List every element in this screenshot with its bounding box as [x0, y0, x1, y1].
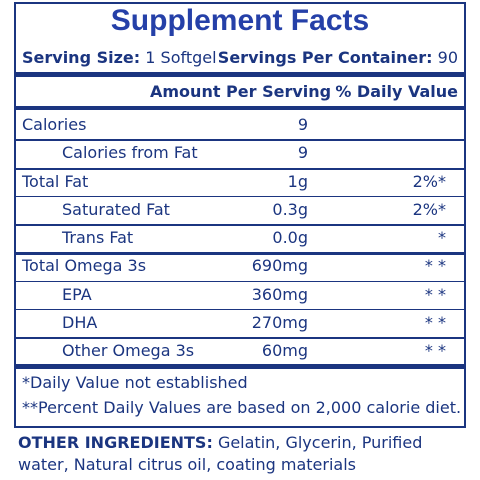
amount: 0.0g: [272, 228, 308, 247]
divider: [16, 72, 464, 77]
ingredients-text: Gelatin, Glycerin, Purified water, Natur…: [18, 433, 423, 474]
daily-value: * *: [424, 312, 446, 332]
ingredients: OTHER INGREDIENTS: Gelatin, Glycerin, Pu…: [18, 432, 468, 476]
daily-value: *: [438, 228, 446, 247]
servings-value: 90: [437, 48, 458, 67]
nutrient-name: Saturated Fat: [62, 199, 170, 219]
amount: 270mg: [251, 312, 308, 332]
ingredients-label: OTHER INGREDIENTS:: [18, 433, 213, 452]
nutrient-name: Trans Fat: [62, 228, 134, 247]
servings-per-container: Servings Per Container: 90: [218, 48, 458, 68]
servings-label: Servings Per Container:: [217, 48, 433, 67]
amount: 1g: [287, 171, 308, 191]
footnote: *Daily Value not established: [22, 373, 248, 392]
divider: [16, 106, 464, 110]
nutrient-name: DHA: [62, 312, 98, 332]
title: Supplement Facts: [110, 4, 370, 37]
amount: 9: [297, 115, 308, 134]
row-line: [16, 195, 464, 198]
row-line: [16, 252, 464, 255]
daily-value: 2%*: [412, 171, 446, 191]
amount: 0.3g: [272, 199, 308, 219]
daily-value: * *: [424, 284, 446, 304]
row-line: [16, 280, 464, 282]
nutrient-name: Total Omega 3s: [22, 256, 147, 276]
amount: 60mg: [261, 341, 308, 360]
nutrient-name: Calories from Fat: [62, 143, 198, 163]
serving-size-label: Serving Size:: [22, 48, 141, 67]
row-line: [16, 139, 464, 141]
divider: [16, 364, 464, 369]
amount: 360mg: [251, 284, 308, 304]
footnote: **Percent Daily Values are based on 2,00…: [22, 398, 462, 417]
nutrient-name: Total Fat: [22, 171, 89, 191]
nutrient-name: EPA: [62, 284, 92, 304]
nutrient-name: Calories: [22, 115, 87, 134]
amount: 690mg: [251, 256, 308, 276]
serving-size: Serving Size: 1 Softgel: [22, 48, 217, 68]
amount-header: Amount Per Serving: [150, 82, 332, 101]
amount: 9: [297, 143, 308, 163]
dv-header: % Daily Value: [335, 82, 458, 101]
nutrient-name: Other Omega 3s: [62, 341, 195, 360]
daily-value: * *: [424, 341, 446, 360]
row-line: [16, 308, 464, 311]
daily-value: 2%*: [412, 199, 446, 219]
serving-size-value: 1 Softgel: [145, 48, 217, 67]
daily-value: * *: [424, 256, 446, 276]
row-line: [16, 337, 464, 339]
row-line: [16, 224, 464, 226]
row-line: [16, 167, 464, 170]
facts-box: [14, 2, 466, 428]
